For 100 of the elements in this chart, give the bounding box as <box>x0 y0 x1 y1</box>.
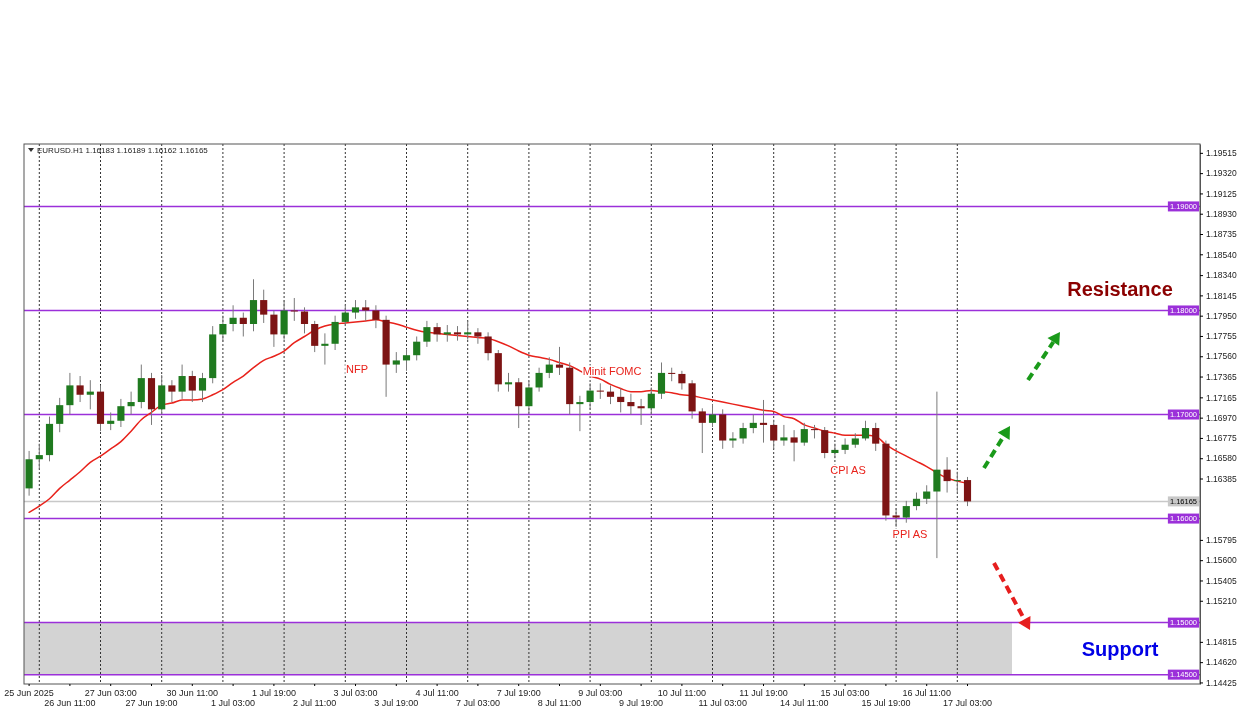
text: Resistance <box>1067 277 1173 300</box>
candlestick <box>637 398 645 426</box>
candlestick <box>351 299 360 320</box>
candlestick <box>749 414 757 434</box>
candlestick <box>504 372 513 393</box>
y-tick-label: 1.19320 <box>1206 168 1237 179</box>
candlestick <box>790 429 798 462</box>
candlestick <box>555 346 564 376</box>
candlestick <box>76 375 84 403</box>
x-tick-label: 15 Jul 19:00 <box>861 697 911 708</box>
y-tick-label: 1.17755 <box>1206 331 1237 342</box>
candlestick <box>678 370 686 391</box>
x-tick-label: 7 Jul 03:00 <box>455 697 500 708</box>
candlestick <box>545 356 553 379</box>
candlestick <box>280 299 288 341</box>
y-tick-label: 1.15600 <box>1206 555 1237 566</box>
candlestick <box>586 382 594 410</box>
candlestick <box>698 407 706 454</box>
candlestick <box>35 443 43 470</box>
y-tick-label: 1.17560 <box>1206 351 1237 362</box>
candlestick <box>178 364 186 400</box>
candlestick <box>759 399 768 444</box>
x-tick-label: 27 Jun 03:00 <box>84 687 137 698</box>
candlestick <box>515 377 523 429</box>
candlestick <box>464 320 472 341</box>
candlestick <box>402 348 411 372</box>
candlestick <box>861 420 870 442</box>
y-tick-label: 1.16775 <box>1206 433 1237 444</box>
candlestick <box>729 431 737 449</box>
candlestick <box>311 320 319 353</box>
candlestick <box>158 374 166 416</box>
chart-title: EURUSD.H1 1.16183 1.16189 1.16162 1.16165 <box>37 146 209 155</box>
candlestick <box>780 424 788 447</box>
annotation: CPI AS <box>830 463 866 476</box>
candlestick <box>800 422 808 447</box>
x-tick-label: 1 Jul 19:00 <box>251 687 296 698</box>
x-tick-label: 27 Jun 19:00 <box>125 697 178 708</box>
candlestick <box>423 320 431 348</box>
candlestick <box>219 315 227 343</box>
x-tick-label: 11 Jul 03:00 <box>698 697 747 708</box>
candlestick <box>831 443 839 459</box>
candlestick <box>770 419 778 450</box>
annotation: PPI AS <box>892 528 928 541</box>
candlestick <box>270 309 278 348</box>
y-tick-label: 1.19515 <box>1206 148 1237 159</box>
candlestick <box>331 315 339 351</box>
candlestick <box>892 507 900 528</box>
candlestick <box>260 289 268 324</box>
candlestick <box>923 484 931 505</box>
y-tick-label: 1.15405 <box>1206 575 1237 586</box>
y-tick-label: 1.16385 <box>1206 473 1237 484</box>
candlestick <box>249 278 258 332</box>
candlestick <box>484 331 492 361</box>
candlestick <box>902 500 910 524</box>
x-tick-label: 9 Jul 03:00 <box>578 687 623 698</box>
y-tick-label: 1.15795 <box>1206 535 1237 546</box>
candlestick <box>739 422 747 445</box>
candlestick <box>137 364 145 409</box>
x-tick-label: 17 Jul 03:00 <box>942 697 993 708</box>
x-tick-label: 16 Jul 11:00 <box>902 687 951 698</box>
x-tick-label: 9 Jul 19:00 <box>619 697 664 708</box>
y-tick-label: 1.14815 <box>1206 637 1237 648</box>
candlestick <box>943 456 951 494</box>
text: Support <box>1081 637 1159 660</box>
candlestick <box>188 370 196 403</box>
candlestick <box>362 299 370 322</box>
y-tick-label: 1.17950 <box>1206 310 1237 321</box>
candlestick <box>341 304 349 327</box>
annotation: Minit FOMC <box>582 364 642 377</box>
candlestick <box>413 335 421 361</box>
candlestick <box>239 312 247 337</box>
candlestick <box>708 403 717 428</box>
candlestick <box>657 362 666 400</box>
candlestick <box>821 426 829 459</box>
candlestick <box>627 393 635 416</box>
candlestick <box>66 372 74 416</box>
x-tick-label: 15 Jul 03:00 <box>820 687 870 698</box>
y-tick-label: 1.14425 <box>1206 677 1237 688</box>
candlestick <box>535 367 543 393</box>
y-tick-label: 1.17165 <box>1206 392 1237 403</box>
candlestick <box>321 332 329 366</box>
x-tick-label: 30 Jun 11:00 <box>166 687 218 698</box>
candlestick <box>86 379 94 410</box>
candlestick <box>290 297 298 322</box>
y-tick-label: 1.16580 <box>1206 453 1237 464</box>
candlestick <box>198 372 207 403</box>
candlestick <box>56 397 64 433</box>
y-tick-label: 1.18540 <box>1206 249 1237 260</box>
candlestick <box>300 306 309 334</box>
candlestick <box>525 380 533 413</box>
x-tick-label: 10 Jul 11:00 <box>657 687 707 698</box>
y-tick-label: 1.18340 <box>1206 270 1237 281</box>
candlestick <box>117 398 125 428</box>
y-tick-label: 1.15210 <box>1206 595 1237 606</box>
y-tick-label: 1.14620 <box>1206 657 1237 668</box>
candlestick <box>933 391 941 559</box>
x-tick-label: 3 Jul 03:00 <box>333 687 378 698</box>
y-tick-label: 1.18930 <box>1206 208 1237 219</box>
x-tick-label: 26 Jun 11:00 <box>44 697 96 708</box>
annotation: NFP <box>346 362 368 375</box>
